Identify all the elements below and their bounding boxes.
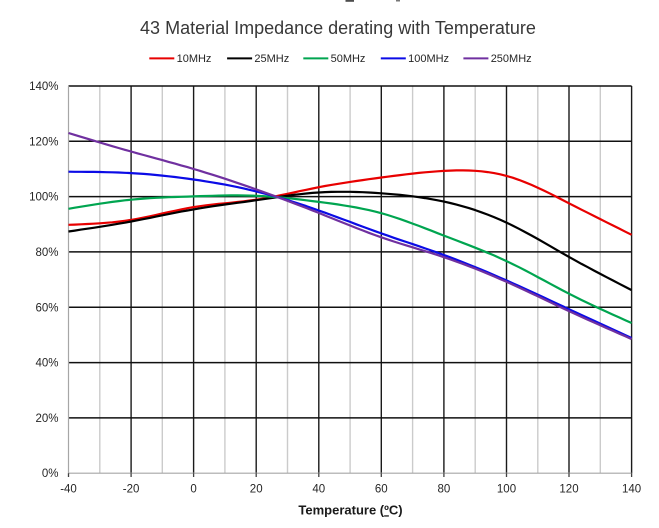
svg-text:20%: 20% <box>35 413 58 425</box>
svg-text:120%: 120% <box>29 136 58 148</box>
svg-text:60: 60 <box>375 484 388 496</box>
svg-text:140: 140 <box>622 484 641 496</box>
svg-text:10MHz: 10MHz <box>177 53 212 65</box>
svg-text:60%: 60% <box>35 302 58 314</box>
svg-text:25MHz: 25MHz <box>254 53 289 65</box>
svg-text:140%: 140% <box>29 81 58 93</box>
svg-text:20: 20 <box>250 484 263 496</box>
svg-text:120: 120 <box>559 484 578 496</box>
svg-text:40: 40 <box>312 484 325 496</box>
svg-text:Temperature (ºC): Temperature (ºC) <box>298 502 402 517</box>
svg-text:250MHz: 250MHz <box>491 53 532 65</box>
svg-text:100%: 100% <box>29 192 58 204</box>
svg-text:0%: 0% <box>42 468 59 480</box>
svg-text:50MHz: 50MHz <box>331 53 366 65</box>
svg-text:-20: -20 <box>123 484 140 496</box>
svg-text:43 Material Impedance derating: 43 Material Impedance derating with Temp… <box>140 18 536 38</box>
svg-text:80: 80 <box>438 484 451 496</box>
svg-text:-40: -40 <box>60 484 77 496</box>
svg-text:0: 0 <box>190 484 196 496</box>
svg-text:100: 100 <box>497 484 516 496</box>
svg-text:80%: 80% <box>35 247 58 259</box>
svg-text:40%: 40% <box>35 358 58 370</box>
svg-text:100MHz: 100MHz <box>408 53 449 65</box>
